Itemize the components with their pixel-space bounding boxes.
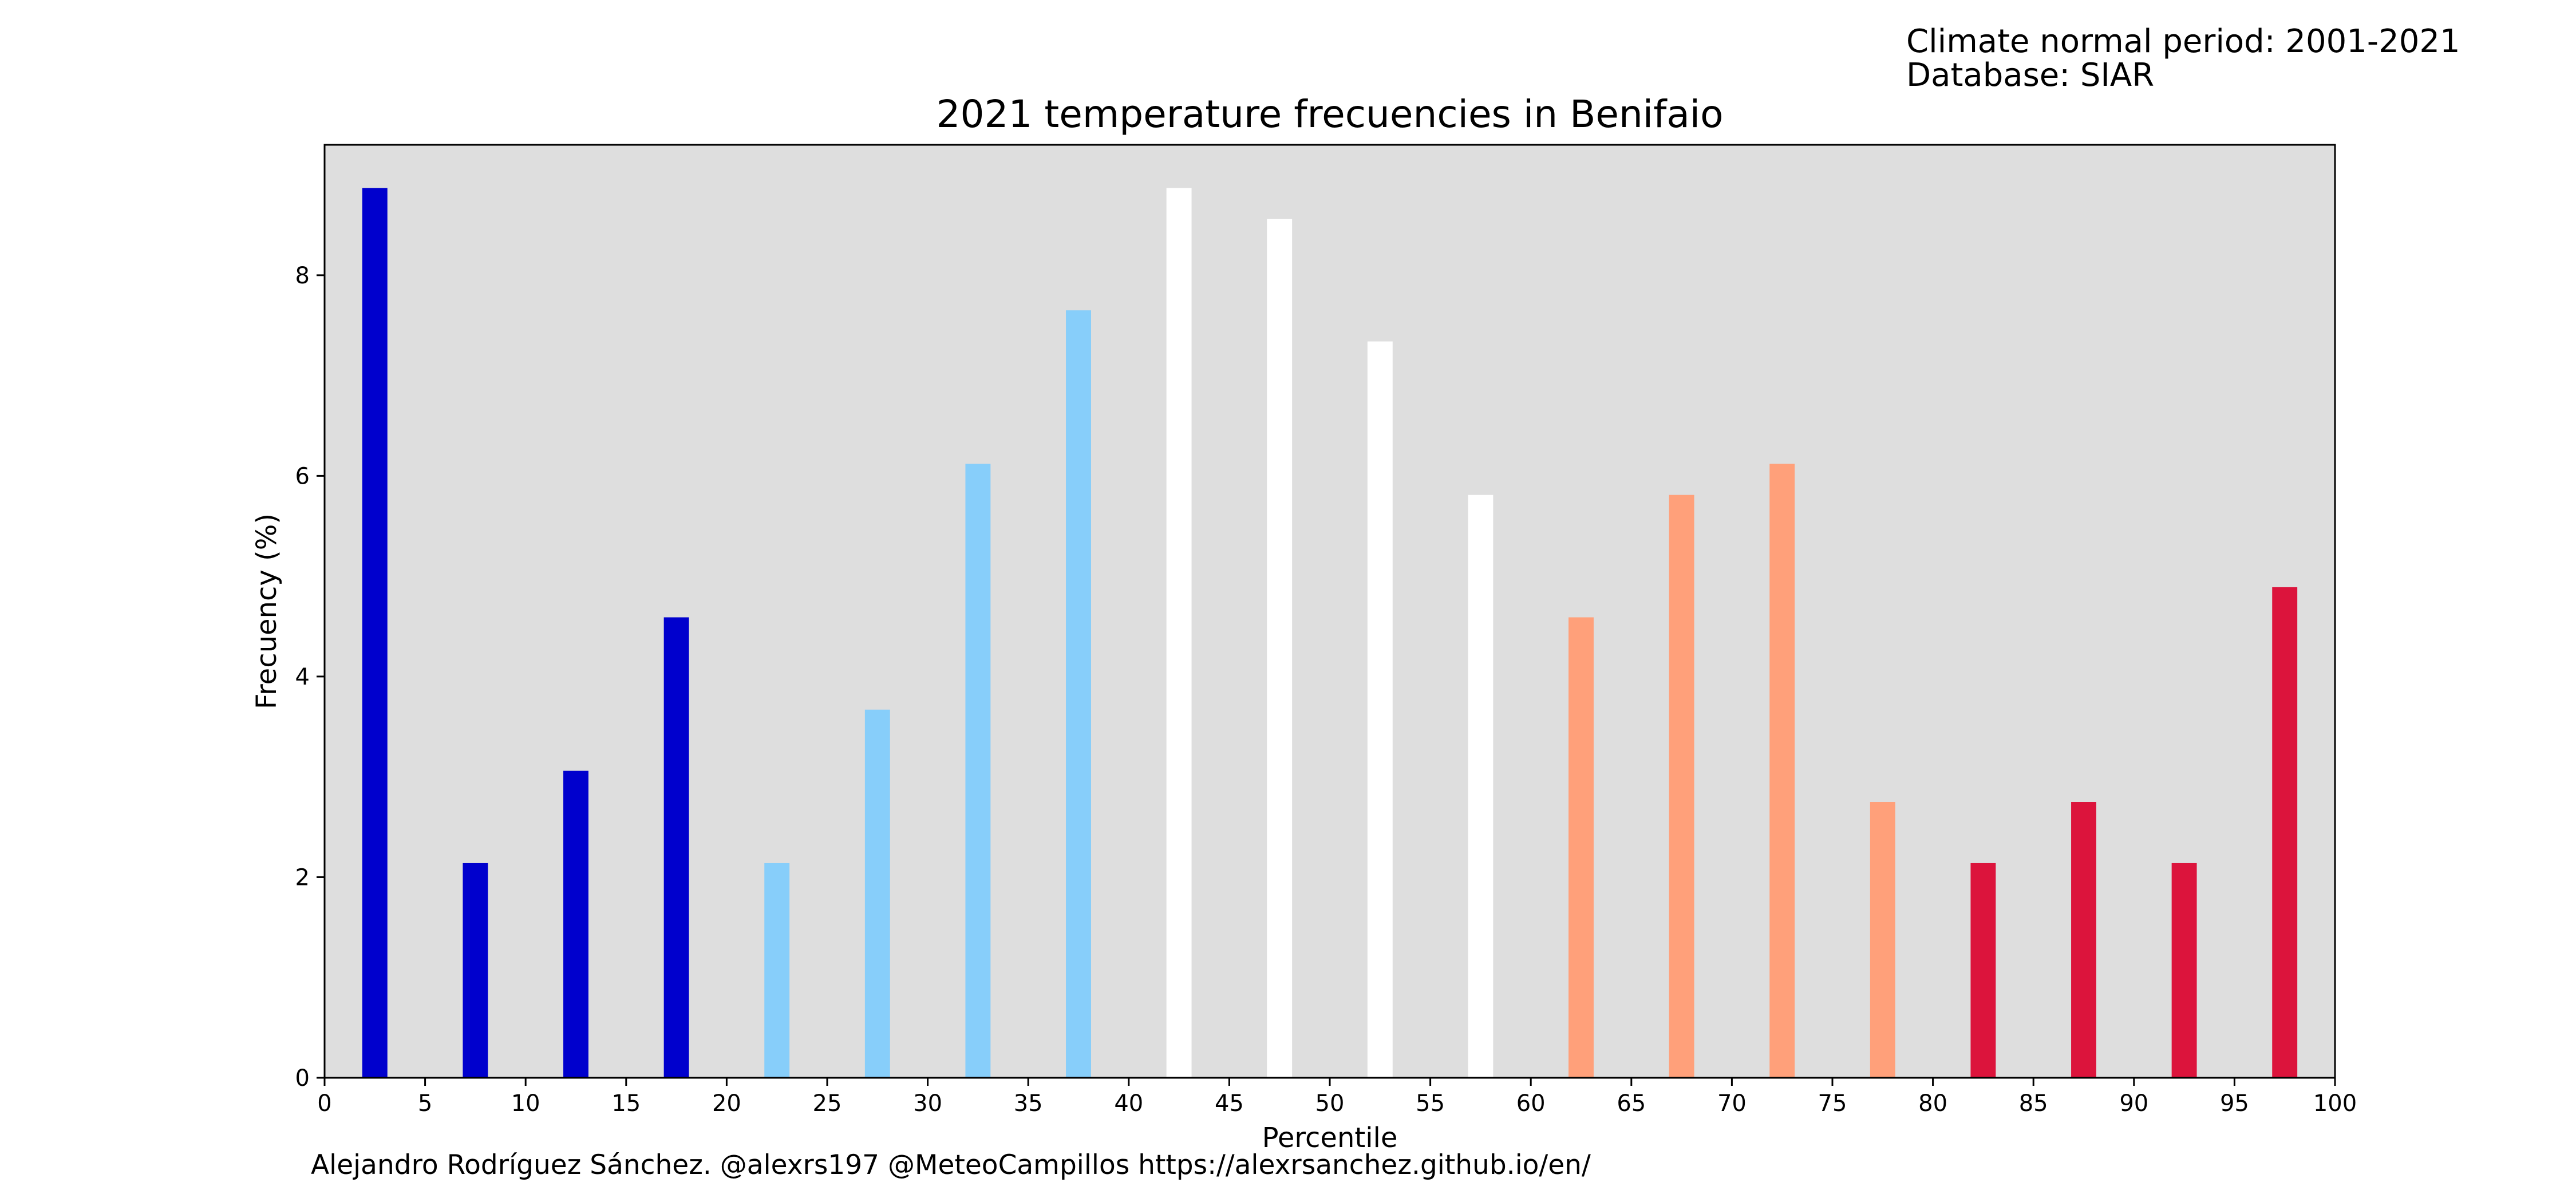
x-tick-label: 70 bbox=[1717, 1090, 1747, 1117]
plot-area bbox=[325, 145, 2335, 1078]
x-tick-label: 30 bbox=[913, 1090, 942, 1117]
bar bbox=[1066, 310, 1091, 1078]
y-tick-label: 0 bbox=[295, 1065, 310, 1092]
bar bbox=[2171, 863, 2197, 1078]
x-tick-label: 0 bbox=[317, 1090, 331, 1117]
x-tick-label: 20 bbox=[712, 1090, 741, 1117]
bar bbox=[2272, 587, 2298, 1078]
bar bbox=[1769, 464, 1795, 1078]
y-tick-label: 4 bbox=[295, 664, 310, 690]
x-tick-label: 40 bbox=[1114, 1090, 1143, 1117]
bars-group bbox=[362, 188, 2298, 1078]
y-tick-label: 6 bbox=[295, 463, 310, 489]
bar bbox=[764, 863, 790, 1078]
bar bbox=[1367, 341, 1393, 1078]
bar bbox=[1267, 219, 1293, 1078]
x-tick-label: 45 bbox=[1215, 1090, 1244, 1117]
bar bbox=[663, 617, 689, 1078]
chart-title: 2021 temperature frecuencies in Benifaio bbox=[936, 92, 1723, 136]
x-tick-label: 95 bbox=[2220, 1090, 2249, 1117]
x-tick-label: 25 bbox=[813, 1090, 842, 1117]
bar bbox=[362, 188, 388, 1078]
bar bbox=[1568, 617, 1594, 1078]
x-tick-label: 75 bbox=[1818, 1090, 1847, 1117]
bar bbox=[1468, 495, 1494, 1078]
bar bbox=[463, 863, 488, 1078]
y-axis-label: Frecuency (%) bbox=[251, 513, 283, 709]
x-tick-label: 15 bbox=[611, 1090, 641, 1117]
database-annotation: Database: SIAR bbox=[1906, 57, 2154, 94]
y-axis: 0 2 4 6 8 bbox=[295, 263, 325, 1092]
x-axis: 0 5 10 15 20 25 30 35 40 45 50 55 60 65 70 75 80 85 90 95 10… bbox=[317, 1078, 2357, 1117]
bar bbox=[563, 770, 588, 1078]
x-tick-label: 65 bbox=[1617, 1090, 1646, 1117]
bar bbox=[1870, 802, 1895, 1078]
bar bbox=[864, 709, 890, 1078]
x-tick-label: 50 bbox=[1315, 1090, 1345, 1117]
x-tick-label: 90 bbox=[2119, 1090, 2148, 1117]
x-axis-label: Percentile bbox=[1262, 1122, 1398, 1154]
x-tick-label: 85 bbox=[2019, 1090, 2048, 1117]
x-tick-label: 10 bbox=[511, 1090, 540, 1117]
x-tick-label: 35 bbox=[1014, 1090, 1043, 1117]
x-tick-label: 5 bbox=[418, 1090, 432, 1117]
x-tick-label: 55 bbox=[1416, 1090, 1445, 1117]
y-tick-label: 2 bbox=[295, 864, 310, 891]
bar bbox=[2071, 802, 2096, 1078]
credit-annotation: Alejandro Rodríguez Sánchez. @alexrs197 … bbox=[311, 1149, 1591, 1181]
y-tick-label: 8 bbox=[295, 263, 310, 289]
bar bbox=[965, 464, 991, 1078]
bar bbox=[1970, 863, 1996, 1078]
bar bbox=[1669, 495, 1694, 1078]
period-annotation: Climate normal period: 2001-2021 bbox=[1906, 23, 2460, 60]
x-tick-label: 100 bbox=[2313, 1090, 2357, 1117]
x-tick-label: 60 bbox=[1516, 1090, 1546, 1117]
bar bbox=[1166, 188, 1192, 1078]
x-tick-label: 80 bbox=[1918, 1090, 1947, 1117]
